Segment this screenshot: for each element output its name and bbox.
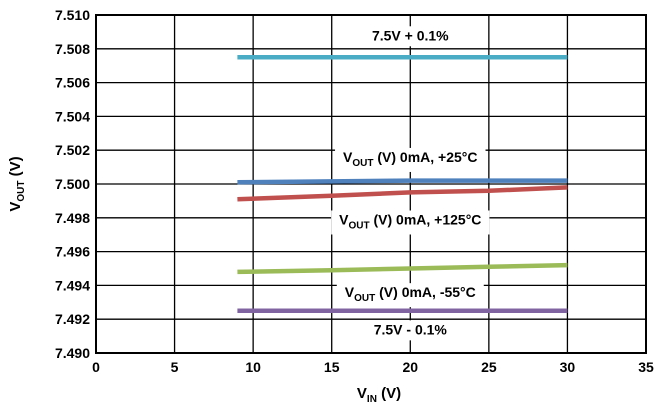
x-axis-label-sub: IN (367, 394, 377, 405)
x-tick-label: 5 (171, 359, 179, 375)
series-line-4 (237, 262, 568, 275)
plot-frame (95, 14, 647, 354)
annotation-rest: (V) 0mA, +125°C (370, 211, 482, 227)
annotation-text: 7.5V - 0.1% (374, 321, 448, 337)
annotation-main: V (343, 149, 353, 165)
y-tick-label: 7.510 (55, 7, 90, 23)
x-tick-label: 30 (560, 359, 576, 375)
annotation-sub: OUT (354, 293, 375, 304)
annotation-text: VOUT (V) 0mA, -55°C (345, 284, 476, 304)
y-axis-label: VOUT (V) (7, 156, 27, 211)
series-line-2 (237, 178, 568, 185)
x-axis-label-main: V (357, 385, 367, 402)
annotation-main: V (339, 211, 349, 227)
x-tick-label: 0 (92, 359, 100, 375)
annotation-rest: (V) 0mA, +25°C (373, 149, 477, 165)
y-tick-label: 7.494 (55, 277, 90, 293)
x-tick-label: 20 (402, 359, 418, 375)
annotation-text: VOUT (V) 0mA, +25°C (343, 149, 477, 169)
y-tick-label: 7.506 (55, 75, 90, 91)
y-tick-label: 7.490 (55, 345, 90, 361)
series-line-3 (237, 185, 568, 202)
annotation-text: VOUT (V) 0mA, +125°C (339, 211, 481, 231)
annotation-background (363, 26, 458, 47)
annotation-sub: OUT (352, 158, 373, 169)
x-tick-label: 25 (481, 359, 497, 375)
x-tick-label: 35 (638, 359, 654, 375)
y-tick-label: 7.504 (55, 108, 90, 124)
x-tick-label: 15 (324, 359, 340, 375)
series-layer (237, 54, 568, 314)
annotation-1: 7.5V + 0.1% (363, 26, 458, 47)
y-tick-label: 7.492 (55, 311, 90, 327)
annotation-4: VOUT (V) 0mA, -55°C (336, 283, 484, 308)
y-tick-label: 7.498 (55, 210, 90, 226)
annotation-rest: (V) 0mA, -55°C (375, 284, 476, 300)
annotation-background (335, 147, 486, 172)
x-axis-label: VIN (V) (357, 385, 401, 405)
annotation-text: 7.5V + 0.1% (372, 27, 449, 43)
annotation-background (331, 210, 490, 235)
x-axis-label-suffix: (V) (377, 385, 401, 402)
x-tick-label: 10 (245, 359, 261, 375)
ticks: 0 5 10 15 20 25 30 35 7.490 7.492 7.494 7.496 7.498 7… (55, 7, 654, 375)
y-axis-label-sub: OUT (16, 181, 27, 202)
y-tick-label: 7.502 (55, 142, 90, 158)
annotation-5: 7.5V - 0.1% (365, 320, 456, 341)
annotation-background (336, 283, 484, 308)
annotation-2: VOUT (V) 0mA, +25°C (335, 147, 486, 172)
annotation-3: VOUT (V) 0mA, +125°C (331, 210, 490, 235)
y-tick-label: 7.496 (55, 244, 90, 260)
annotation-background (365, 320, 456, 341)
y-axis-label-suffix: (V) (7, 156, 24, 180)
annotation-sub: OUT (348, 220, 369, 231)
y-tick-label: 7.500 (55, 176, 90, 192)
y-tick-label: 7.508 (55, 41, 90, 57)
annotation-main: V (345, 284, 355, 300)
y-axis-label-main: V (7, 202, 24, 212)
